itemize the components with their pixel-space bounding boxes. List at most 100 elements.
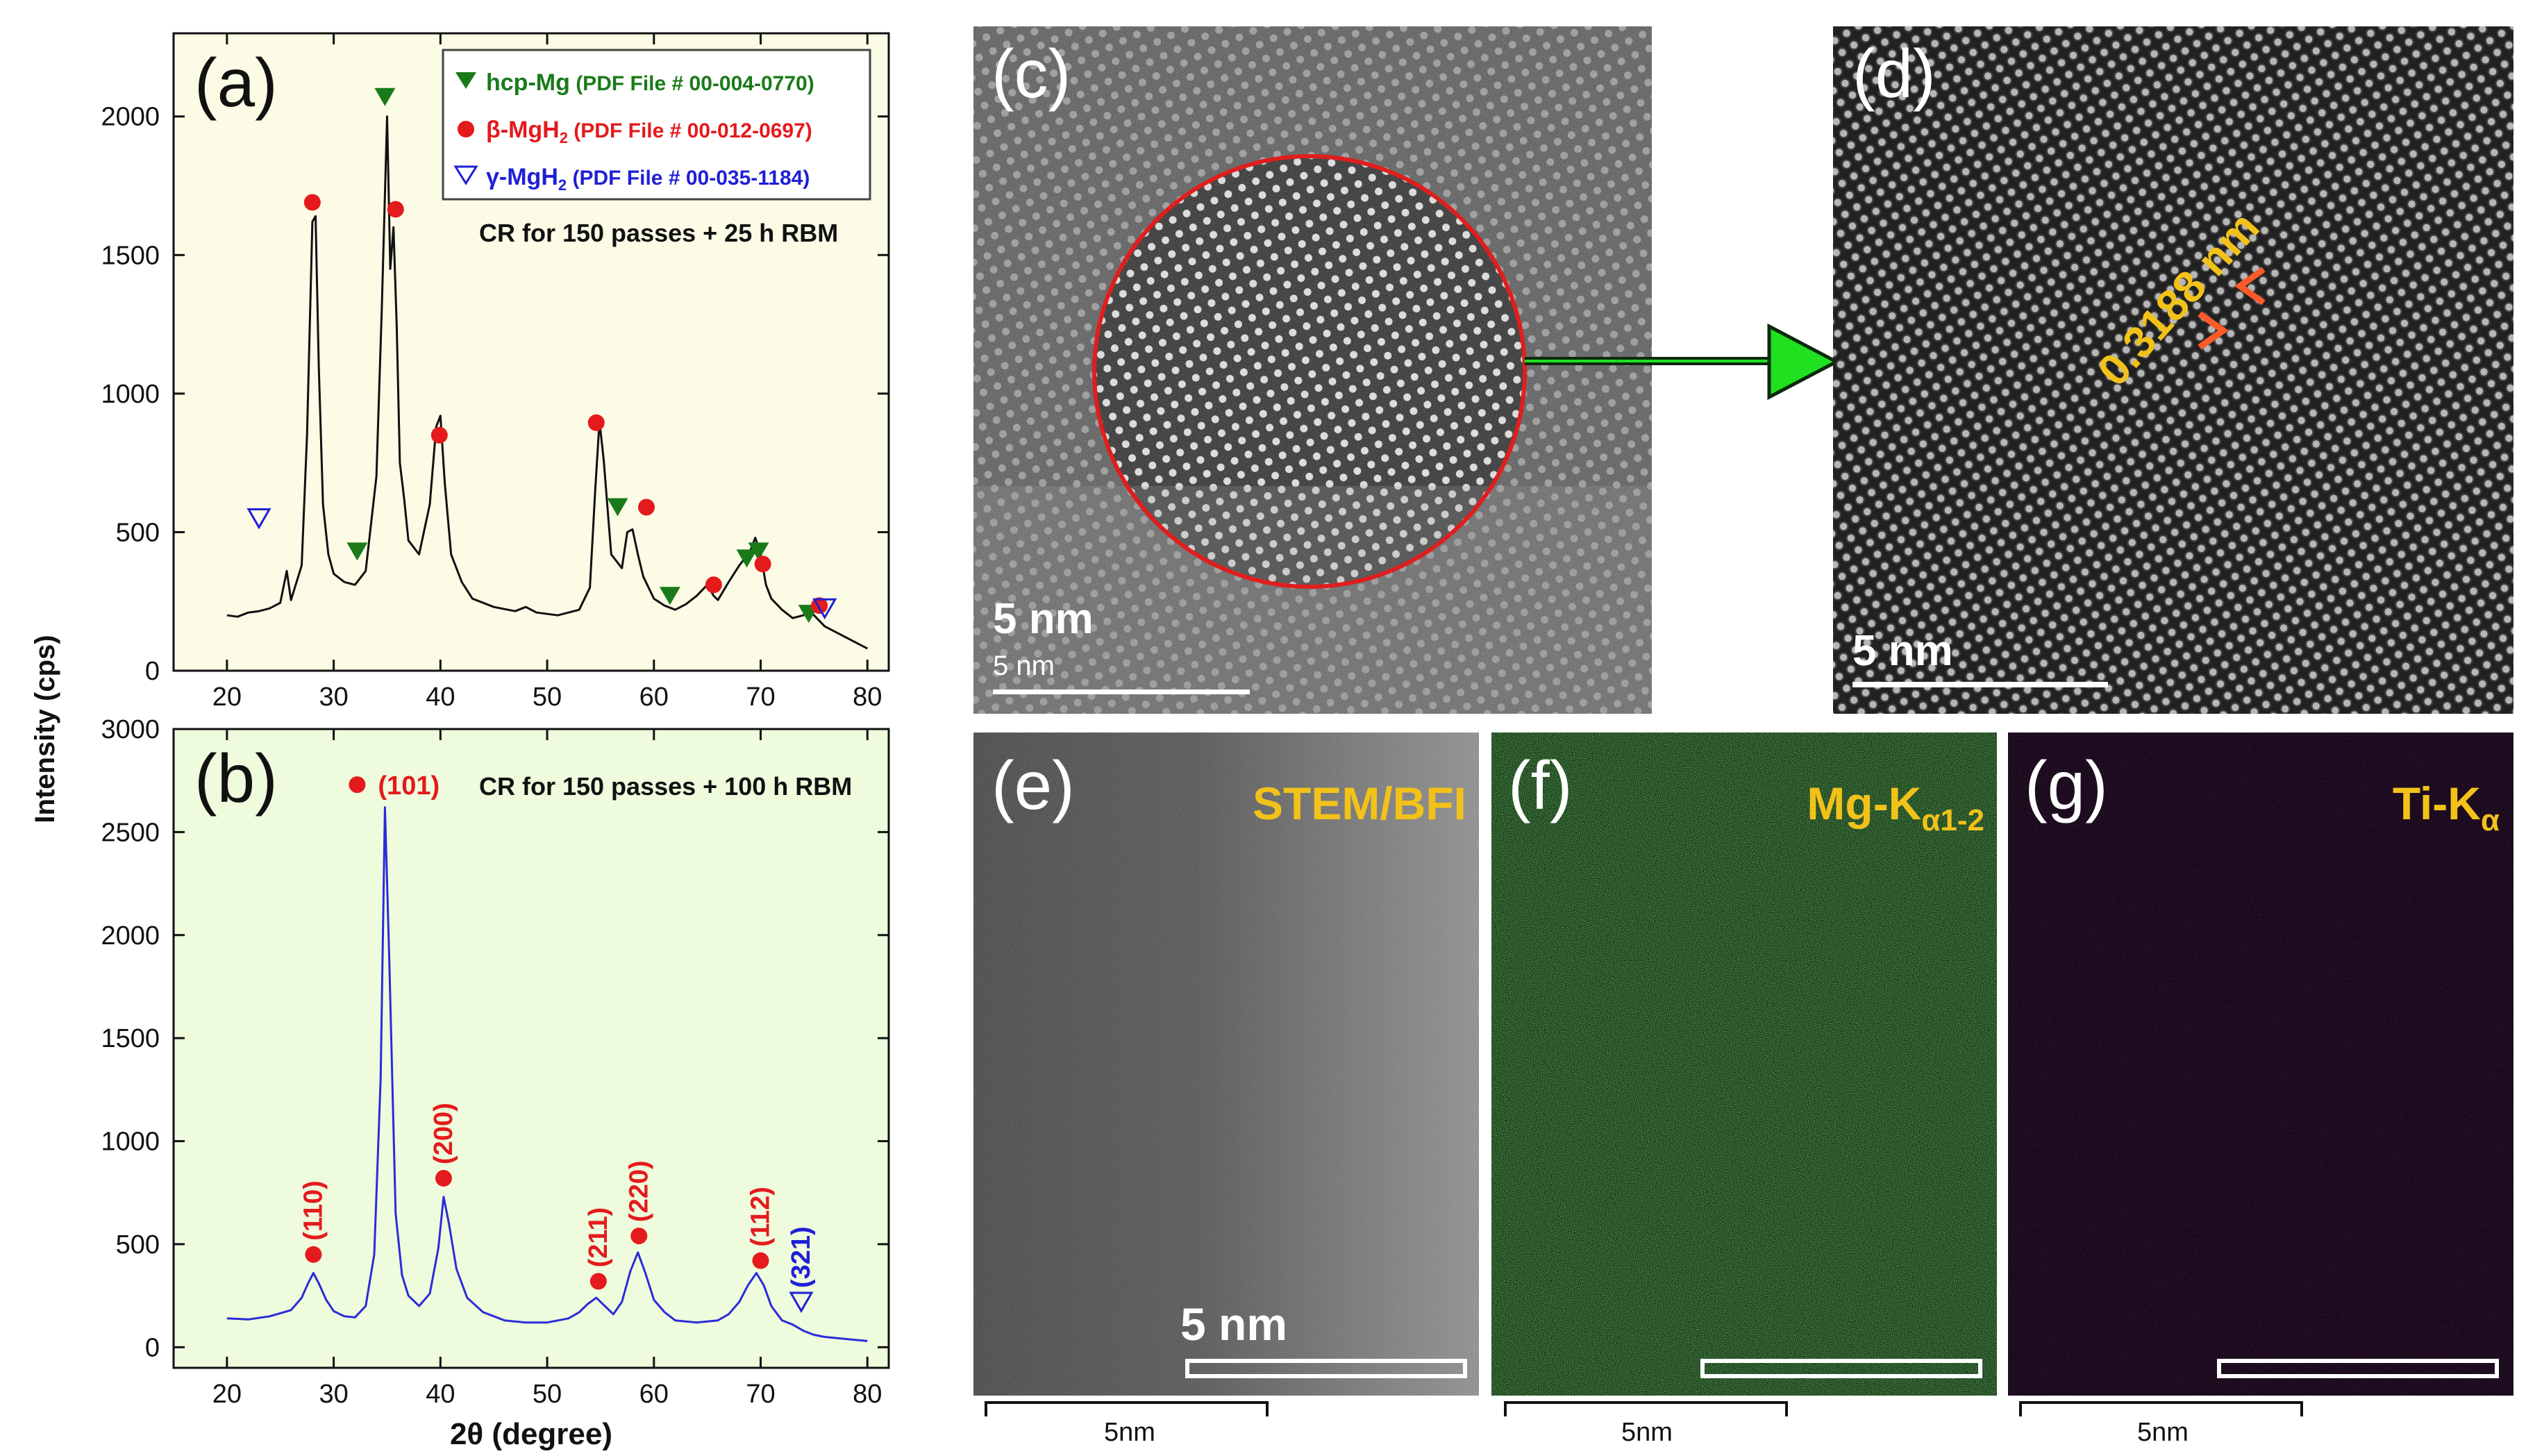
panel-e-scale-label: 5 nm — [1180, 1298, 1287, 1350]
x-tick-label: 50 — [533, 1380, 562, 1409]
peak-label: (101) — [378, 771, 440, 801]
y-tick-label: 1000 — [101, 380, 160, 409]
panel-d-scale-label: 5 nm — [1852, 627, 1953, 675]
panel-label: (b) — [194, 740, 278, 817]
chart-annotation: CR for 150 passes + 25 h RBM — [479, 219, 838, 247]
legend-gamma-icon — [453, 165, 478, 185]
legend-entry: hcp-Mg (PDF File # 00-004-0770) — [486, 69, 814, 96]
beta-marker — [303, 194, 321, 211]
legend-entry-name: γ-MgH — [486, 164, 558, 190]
beta-marker — [754, 555, 771, 573]
hcp-marker — [736, 549, 758, 568]
svg-text:Ti-Kα: Ti-Kα — [2393, 778, 2500, 837]
beta-marker — [435, 1169, 452, 1187]
beta-marker — [430, 426, 448, 444]
beta-marker — [305, 1246, 322, 1263]
peak-label: (321) — [787, 1226, 816, 1288]
y-tick-label: 3000 — [101, 715, 160, 744]
x-tick-label: 80 — [853, 1380, 882, 1409]
x-tick-label: 60 — [639, 683, 669, 712]
panel-g-scale-bar — [2217, 1359, 2499, 1378]
x-tick-label: 40 — [426, 1380, 455, 1409]
legend-entry-sub: 2 — [560, 129, 568, 147]
y-tick-label: 0 — [145, 1333, 160, 1362]
legend-entry-sub: 2 — [558, 176, 567, 194]
legend-entry-name: β-MgH — [486, 117, 560, 143]
panel-d-label: (d) — [1852, 35, 1936, 112]
beta-marker — [638, 499, 655, 516]
panel-g-title-sub: α — [2481, 803, 2500, 837]
peak-label: (211) — [584, 1207, 613, 1268]
beta-marker — [705, 576, 722, 594]
gamma-marker — [812, 598, 837, 620]
xrd-chart-b: 20 30 40 50 60 70 80 0 500 1000 1500 2000 2500 3000 (b… — [101, 715, 890, 1451]
panel-g: (g) Ti-Kα — [2008, 733, 2513, 1396]
x-tick-label: 80 — [853, 683, 882, 712]
panel-c-scale-bar — [993, 689, 1250, 694]
region-circle — [1092, 154, 1527, 589]
peak-label: (110) — [299, 1180, 328, 1241]
panel-c-scale-label: 5 nm — [993, 595, 1094, 643]
panel-e-scale-bar — [1185, 1359, 1467, 1378]
panel-c: (c) 5 nm 5 nm — [973, 26, 1652, 714]
panel-g-title: Ti-K — [2393, 778, 2481, 829]
y-tick-label: 1500 — [101, 1024, 160, 1053]
x-tick-label: 30 — [319, 683, 348, 712]
legend-hcp-icon — [455, 72, 476, 89]
beta-marker — [752, 1252, 769, 1269]
x-tick-label: 40 — [426, 683, 455, 712]
y-tick-label: 500 — [116, 518, 160, 547]
y-tick-label: 1000 — [101, 1128, 160, 1157]
y-tick-label: 2000 — [101, 921, 160, 951]
x-tick-label: 20 — [212, 683, 242, 712]
hcp-marker — [374, 87, 396, 106]
panel-f-title-sub: α1-2 — [1921, 803, 1984, 837]
peak-label: (112) — [746, 1187, 776, 1247]
beta-marker — [587, 414, 605, 431]
shared-y-axis-label: Intensity (cps) — [30, 635, 60, 823]
legend-box — [442, 49, 871, 201]
svg-text:Mg-Kα1-2: Mg-Kα1-2 — [1807, 778, 1984, 837]
x-tick-label: 20 — [212, 1380, 242, 1409]
bottom-scale-label-g: 5nm — [2137, 1418, 2189, 1447]
x-tick-label: 30 — [319, 1380, 348, 1409]
peak-label: (200) — [429, 1103, 458, 1164]
y-tick-label: 0 — [145, 657, 160, 686]
spacing-arrow-right-icon — [2234, 267, 2266, 306]
bottom-scale-bars: 5nm 5nm 5nm — [985, 1401, 2303, 1447]
hcp-marker — [346, 542, 368, 561]
panel-f-title: Mg-K — [1807, 778, 1921, 829]
gamma-marker — [789, 1291, 814, 1314]
panel-e: (e) STEM/BFI 5 nm — [973, 733, 1479, 1396]
bottom-scale-label-f: 5nm — [1621, 1418, 1673, 1447]
hcp-marker — [607, 498, 628, 517]
x-axis-label: 2θ (degree) — [450, 1417, 612, 1451]
y-tick-label: 2500 — [101, 818, 160, 847]
panel-e-title: STEM/BFI — [1253, 778, 1466, 829]
zoom-arrow — [1525, 323, 1841, 401]
hcp-marker — [748, 542, 769, 561]
hcp-marker — [659, 587, 680, 605]
peak-label: (220) — [624, 1160, 653, 1222]
x-tick-label: 70 — [746, 1380, 775, 1409]
beta-marker — [387, 201, 404, 218]
plot-area — [172, 728, 890, 1369]
legend-entry-file: (PDF File # 00-012-0697) — [568, 119, 812, 142]
y-tick-label: 1500 — [101, 241, 160, 270]
panel-d: (d) 0.3188 nm 5 nm — [1833, 26, 2513, 714]
panel-c-scale-label-2: 5 nm — [993, 651, 1055, 681]
legend-entry: β-MgH2 (PDF File # 00-012-0697) — [486, 117, 812, 147]
legend-beta-icon — [458, 121, 474, 137]
gamma-marker — [246, 508, 271, 530]
x-tick-label: 50 — [533, 683, 562, 712]
legend-entry-file: (PDF File # 00-035-1184) — [567, 167, 810, 190]
beta-marker — [349, 776, 366, 794]
panel-f: (f) Mg-Kα1-2 — [1491, 733, 1997, 1396]
x-tick-label: 60 — [639, 1380, 669, 1409]
legend-entry-file: (PDF File # 00-004-0770) — [570, 72, 814, 95]
beta-marker — [630, 1228, 648, 1245]
legend-entry-name: hcp-Mg — [486, 69, 570, 96]
spacing-arrow-left-icon — [2198, 311, 2229, 350]
panel-e-label: (e) — [992, 747, 1075, 823]
